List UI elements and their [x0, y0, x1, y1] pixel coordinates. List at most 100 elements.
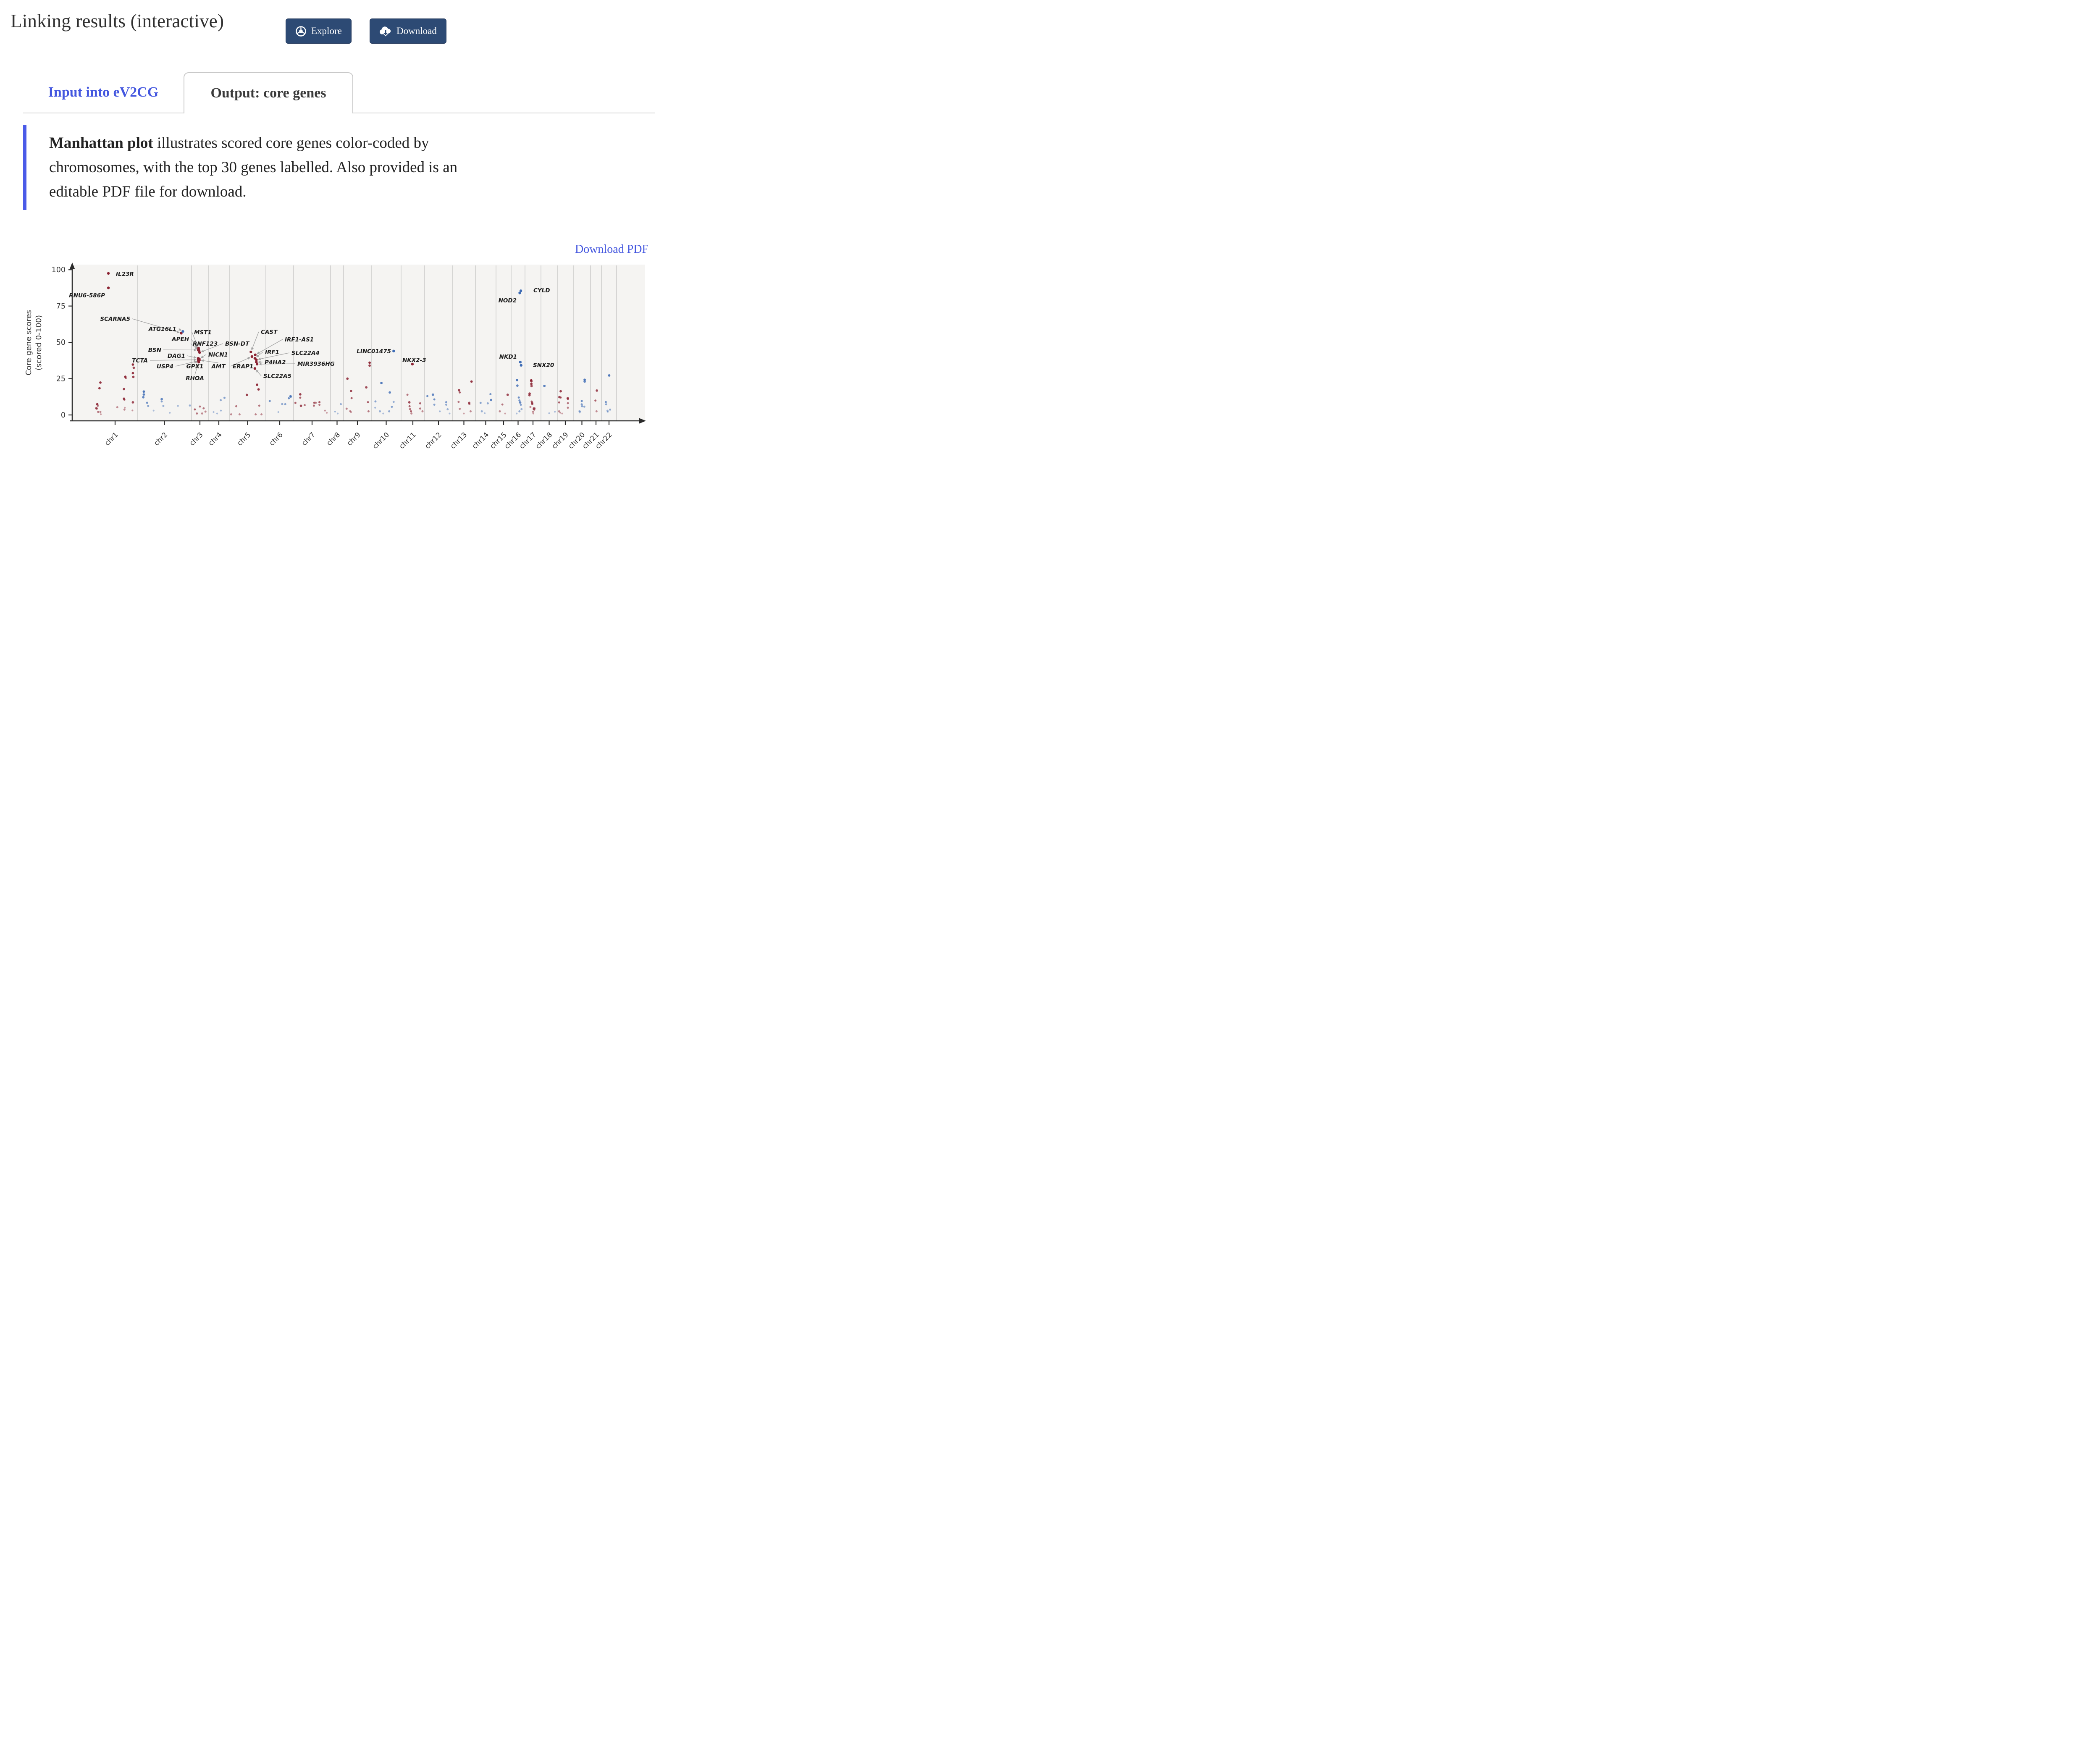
scatter-point-chr15 [506, 394, 509, 396]
y-tick-label: 50 [56, 339, 66, 347]
scatter-point-chr9 [365, 386, 368, 389]
x-tick-label-chr1: chr1 [103, 430, 119, 447]
scatter-point-chr4 [223, 396, 226, 399]
leader-line-BSN-DT [201, 343, 223, 352]
scatter-point-chr16 [520, 408, 523, 410]
scatter-point-chr22 [604, 401, 607, 403]
scatter-point-chr13 [459, 407, 461, 410]
scatter-point-chr7 [318, 401, 321, 404]
gene-point-NKD1 [519, 360, 522, 364]
x-tick-label-chr17: chr17 [518, 430, 538, 450]
x-tick-label-chr4: chr4 [207, 430, 223, 447]
scatter-point-chr19 [558, 401, 560, 404]
note-line3: editable PDF file for download. [49, 183, 247, 200]
scatter-point-chr15 [499, 410, 501, 412]
scatter-point-chr7 [324, 410, 326, 412]
x-tick-label-chr11: chr11 [398, 430, 417, 450]
y-tick-label: 100 [52, 266, 66, 274]
gene-label-NKD1: NKD1 [499, 354, 517, 360]
y-tick-label: 0 [61, 411, 66, 420]
gene-label-CAST: CAST [261, 329, 278, 336]
gene-point-RNU6-586P [107, 286, 110, 289]
gene-point-CAST [249, 350, 252, 354]
scatter-point-chr19 [567, 407, 569, 409]
scatter-point-chr1 [96, 407, 98, 410]
explore-button[interactable]: Explore [286, 18, 352, 44]
leader-line-RHOA [194, 363, 199, 375]
gene-label-NOD2: NOD2 [499, 297, 517, 304]
scatter-point-chr13 [457, 401, 460, 403]
scatter-point-chr14 [486, 402, 489, 404]
scatter-point-chr16 [520, 404, 522, 406]
tab-output-core-genes[interactable]: Output: core genes [184, 72, 353, 113]
scatter-point-chr4 [220, 399, 222, 402]
scatter-point-chr10 [388, 410, 391, 412]
scatter-point-chr18 [543, 384, 546, 387]
x-tick-label-chr7: chr7 [300, 430, 316, 447]
gene-label-BSN: BSN [148, 347, 162, 354]
scatter-point-chr1 [100, 413, 102, 415]
scatter-point-chr1 [124, 377, 127, 379]
gene-label-APEH: APEH [171, 336, 189, 343]
gene-point-SLC22A4 [255, 358, 258, 361]
scatter-point-chr19 [559, 390, 562, 393]
download-button[interactable]: Download [370, 18, 446, 44]
y-axis-arrowhead [69, 262, 75, 269]
scatter-point-chr17 [529, 406, 532, 408]
gene-label-TCTA: TCTA [132, 357, 148, 364]
gene-point-BSN [197, 349, 200, 352]
download-pdf-link[interactable]: Download PDF [575, 243, 648, 256]
scatter-point-chr9 [346, 377, 349, 380]
gene-label-BSN-DT: BSN-DT [225, 341, 250, 347]
scatter-point-chr17 [533, 407, 536, 410]
scatter-point-chr5 [238, 413, 241, 416]
gene-label-SCARNA5: SCARNA5 [100, 316, 130, 323]
gene-point-RHOA [197, 360, 200, 364]
scatter-point-chr1 [99, 381, 102, 384]
scatter-point-chr9 [349, 390, 352, 392]
scatter-point-chr7 [313, 402, 315, 404]
scatter-point-chr20 [581, 405, 583, 407]
scatter-point-chr10 [374, 407, 376, 409]
gene-point-IL23R [107, 272, 110, 275]
scatter-point-chr6 [288, 397, 290, 399]
scatter-point-chr5 [235, 405, 238, 407]
scatter-point-chr7 [299, 393, 302, 396]
gene-label-RNU6-586P: RNU6-586P [69, 292, 105, 299]
scatter-point-chr14 [483, 412, 486, 414]
scatter-point-chr12 [439, 410, 441, 412]
scatter-point-chr10 [388, 391, 391, 394]
scatter-point-chr10 [374, 400, 377, 403]
leader-line-DAG1 [187, 355, 197, 359]
x-tick-label-chr12: chr12 [423, 430, 443, 450]
description-note: Manhattan plot illustrates scored core g… [23, 125, 457, 210]
scatter-point-chr12 [431, 393, 434, 396]
x-tick-label-chr13: chr13 [449, 430, 468, 450]
scatter-point-chr19 [559, 412, 561, 414]
leader-line-SLC22A4 [258, 352, 290, 360]
tab-input-ev2cg[interactable]: Input into eV2CG [48, 84, 159, 100]
y-tick-label: 75 [56, 302, 66, 311]
leader-line-RNF123 [190, 343, 198, 350]
scatter-point-chr8 [334, 410, 336, 413]
scatter-point-chr3 [202, 407, 205, 410]
scatter-point-chr20 [579, 412, 581, 414]
leader-line-CAST [251, 331, 259, 351]
scatter-point-chr10 [382, 412, 384, 415]
gene-point-BSN-DT [198, 351, 201, 354]
scatter-point-chr22 [606, 410, 609, 412]
scatter-point-chr21 [594, 399, 597, 402]
manhattan-plot[interactable]: IL23R RNU6-586P SCARNA5 ATG16L1 MST1 APEH RNF1… [0, 257, 655, 459]
scatter-point-chr20 [580, 403, 583, 406]
scatter-point-chr2 [162, 405, 165, 407]
scatter-point-chr2 [160, 400, 163, 403]
gene-label-CYLD: CYLD [533, 287, 550, 294]
leader-line-APEH [191, 339, 198, 348]
scatter-point-chr1 [123, 399, 126, 401]
scatter-point-chr16 [518, 399, 521, 402]
scatter-point-chr16 [516, 379, 519, 381]
x-tick-label-chr10: chr10 [371, 430, 391, 450]
x-tick-label-chr16: chr16 [503, 430, 522, 450]
scatter-point-chr13 [469, 410, 472, 412]
scatter-point-chr1 [123, 408, 126, 411]
